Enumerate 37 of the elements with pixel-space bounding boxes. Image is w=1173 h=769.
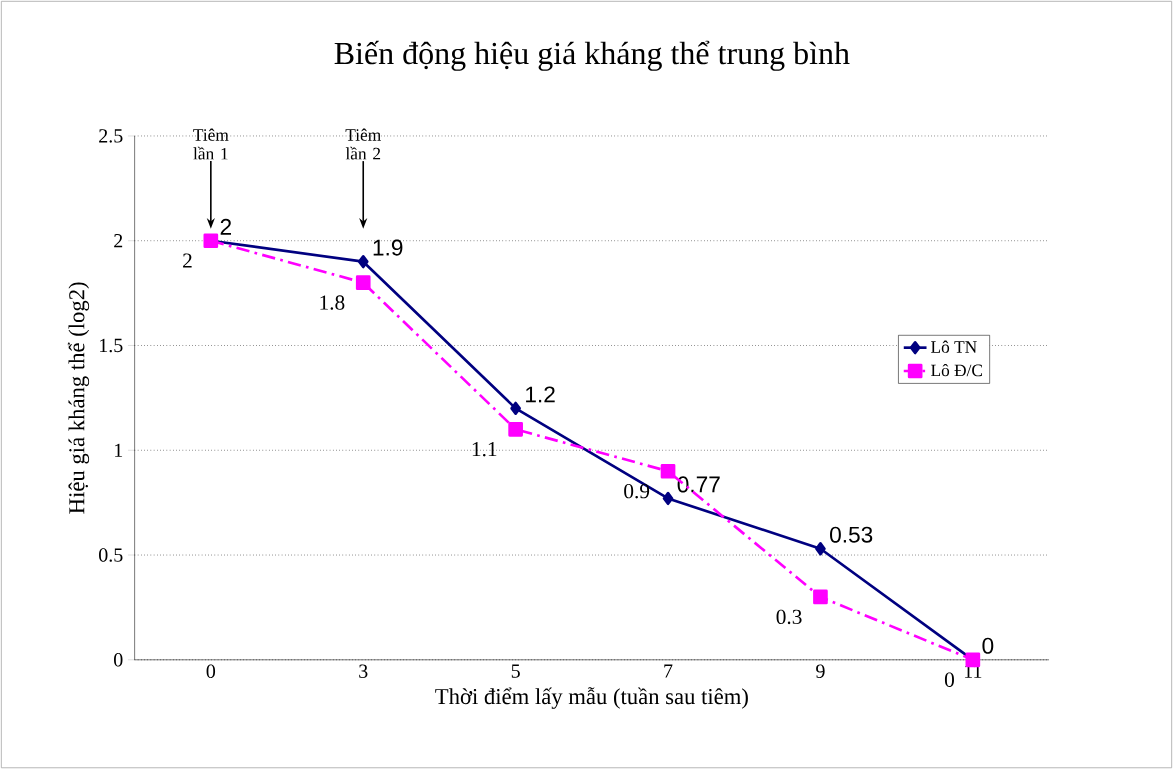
x-tick-label: 9	[816, 664, 825, 678]
data-label: 1.2	[526, 386, 555, 403]
y-tick-label: 1.5	[100, 338, 123, 353]
point	[662, 491, 674, 506]
data-label: 2	[183, 253, 192, 268]
point	[357, 254, 369, 269]
data-label: 0	[982, 637, 994, 654]
point	[660, 463, 676, 479]
legend-label: Lô TN	[931, 340, 977, 353]
y-tick-label: 0.5	[99, 548, 123, 562]
data-label: 0.9	[624, 483, 650, 499]
data-label: 0.53	[830, 526, 873, 543]
y-tick-label: 0	[114, 653, 123, 667]
x-tick-label: 5	[511, 664, 520, 678]
x-tick-label: 0	[206, 664, 216, 678]
y-axis-title: Hiệu giá kháng thể (log2)	[67, 282, 90, 514]
data-label: 1.8	[320, 295, 345, 310]
y-tick-label: 1	[115, 443, 123, 457]
data-label: 1.9	[373, 239, 403, 256]
point	[813, 589, 828, 605]
point	[508, 421, 523, 437]
point	[355, 275, 371, 290]
x-tick-label: 3	[359, 664, 368, 678]
legend-label: Lô Đ/C	[931, 363, 983, 377]
data-label: 2	[220, 218, 231, 235]
annotation: Tiêm lần 1	[193, 128, 229, 160]
x-tick-label: 7	[664, 664, 673, 678]
annotation: Tiêm lần 2	[345, 128, 381, 160]
x-axis-title: Thời điểm lấy mẫu (tuần sau tiêm)	[435, 687, 748, 709]
data-label: 0.77	[677, 476, 720, 493]
y-tick-label: 2.5	[99, 129, 123, 143]
chart-title: Biến động hiệu giá kháng thể trung bình	[334, 40, 850, 71]
y-tick-label: 2	[114, 234, 123, 248]
point	[815, 542, 826, 556]
data-label: 0.3	[776, 609, 802, 625]
point	[510, 401, 521, 415]
data-label: 1.1	[472, 441, 497, 457]
